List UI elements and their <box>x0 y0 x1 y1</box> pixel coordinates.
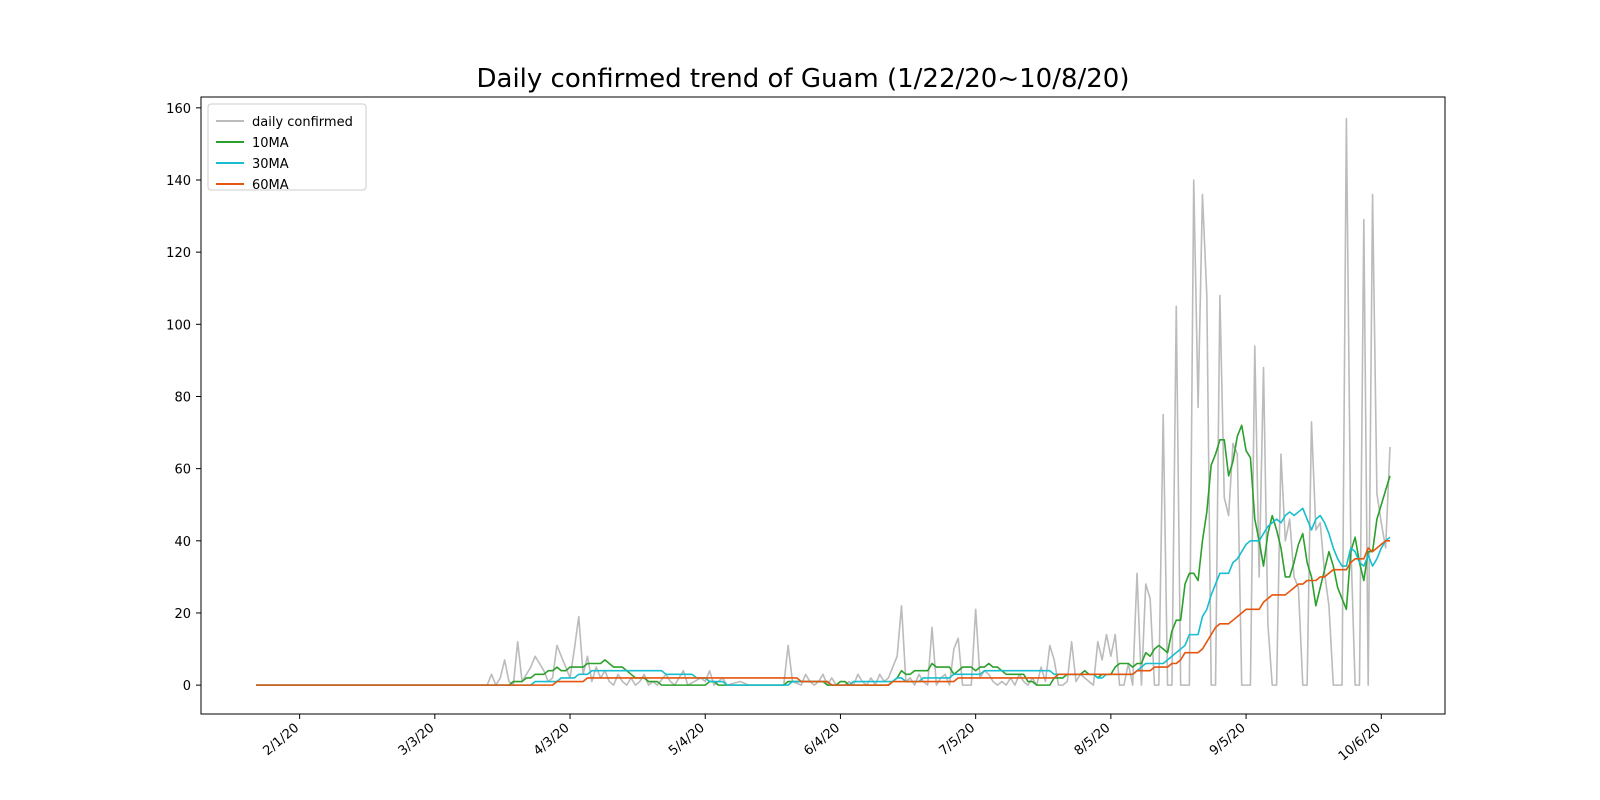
legend-box <box>207 103 367 191</box>
legend-item: 60MA <box>216 178 289 193</box>
legend-label: 60MA <box>252 178 289 193</box>
series-line <box>256 424 1391 686</box>
legend-item: 30MA <box>216 157 289 172</box>
series-layer <box>256 117 1391 686</box>
y-tick-label: 60 <box>174 463 191 478</box>
legend-label: daily confirmed <box>252 115 353 130</box>
legend-label: 10MA <box>252 136 289 151</box>
series-60ma <box>256 540 1390 686</box>
series-daily-confirmed <box>256 117 1391 686</box>
y-tick-label: 0 <box>183 679 191 694</box>
series-line <box>256 117 1391 686</box>
y-tick-label: 20 <box>174 607 191 622</box>
plot-frame <box>200 96 1446 715</box>
series-30ma <box>256 507 1391 686</box>
y-tick-label: 100 <box>166 318 191 333</box>
series-line <box>256 540 1390 686</box>
chart-title: Daily confirmed trend of Guam (1/22/20~1… <box>477 64 1130 94</box>
series-10ma <box>256 424 1391 686</box>
y-axis: 0 20 40 60 80 100 120 140 160 <box>166 102 201 694</box>
y-tick-label: 140 <box>166 174 191 189</box>
legend-item: 10MA <box>216 136 289 151</box>
series-line <box>256 507 1391 686</box>
legend: daily confirmed 10MA 30MA 60MA <box>207 103 367 193</box>
y-tick-label: 40 <box>174 535 191 550</box>
legend-label: 30MA <box>252 157 289 172</box>
y-tick-label: 80 <box>174 390 191 405</box>
y-tick-label: 160 <box>166 102 191 117</box>
y-tick-label: 120 <box>166 246 191 261</box>
legend-item: daily confirmed <box>216 115 353 130</box>
